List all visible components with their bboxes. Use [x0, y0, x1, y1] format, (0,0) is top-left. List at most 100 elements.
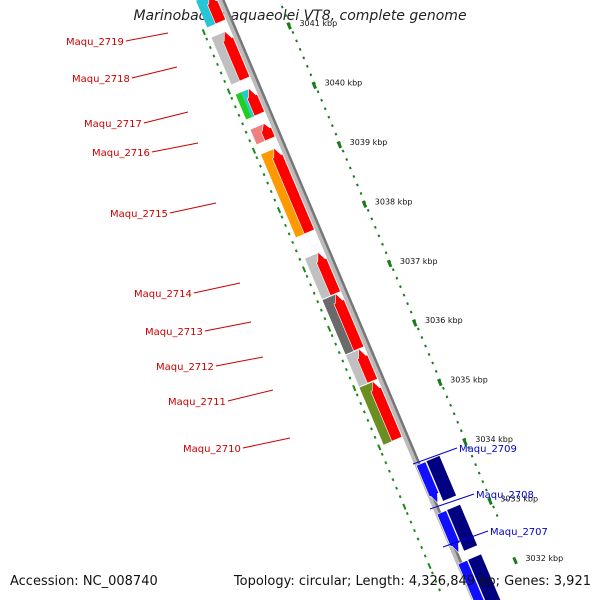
cds-track	[207, 0, 485, 600]
gene-label-reverse: Maqu_2718	[72, 74, 130, 85]
scale-dot	[406, 302, 409, 306]
genome-backbone	[217, 0, 478, 600]
label-leader-line	[227, 389, 274, 402]
kbp-tick-label: 3038 kbp	[375, 197, 413, 206]
gc-tick	[341, 359, 345, 363]
cds-arrow-reverse	[207, 0, 227, 25]
cds-arrow-reverse	[370, 380, 403, 442]
gc-tick	[223, 79, 227, 83]
gc-tick	[327, 325, 332, 332]
scale-dot	[409, 310, 413, 314]
cog-block-forward	[447, 504, 478, 551]
gene-label-reverse: Maqu_2711	[168, 397, 226, 408]
scale-dot	[477, 471, 481, 475]
gc-tick	[280, 215, 284, 219]
scale-dot	[452, 412, 456, 416]
scale-dot	[474, 463, 478, 467]
gc-tick	[387, 469, 391, 473]
label-leader-line	[242, 437, 291, 449]
gc-tick	[334, 342, 338, 346]
gc-tick	[370, 427, 373, 431]
gc-tick	[373, 435, 377, 439]
gc-tick	[276, 206, 282, 214]
kbp-scale: 3041 kbp 3040 kbp 3039 kbp 3038 kbp 3037 kbp…	[278, 0, 563, 565]
gc-tick	[348, 376, 352, 380]
gene-label-reverse: Maqu_2717	[84, 119, 142, 130]
gc-tick	[205, 37, 209, 41]
gc-tick	[359, 401, 363, 406]
label-leader-line	[151, 142, 199, 153]
label-leader-line	[131, 66, 178, 79]
gc-tick	[230, 96, 234, 100]
scale-dot	[284, 14, 288, 17]
gene-label-forward: Maqu_2707	[490, 527, 548, 538]
gc-tick	[427, 562, 432, 570]
scale-dot	[427, 352, 431, 356]
scale-dot	[323, 107, 327, 111]
kbp-major-tick	[437, 378, 443, 387]
gc-tick	[219, 71, 223, 75]
scale-dot	[352, 175, 356, 178]
scale-dot	[481, 480, 485, 484]
kbp-major-tick	[411, 319, 418, 327]
gc-tick	[323, 317, 327, 321]
gc-tick	[438, 588, 441, 592]
kbp-major-tick	[512, 556, 518, 565]
scale-dot	[359, 191, 363, 195]
scale-dot	[484, 488, 488, 492]
kbp-tick-label: 3040 kbp	[325, 79, 363, 88]
label-leader-line	[429, 493, 475, 510]
scale-dot	[381, 242, 384, 246]
scale-dot	[391, 268, 395, 272]
kbp-tick-label: 3041 kbp	[299, 19, 337, 28]
scale-dot	[470, 454, 474, 458]
cds-arrow-forward	[436, 510, 461, 554]
scale-dot	[320, 98, 324, 102]
gc-tick	[409, 520, 413, 524]
gc-tick	[380, 452, 384, 456]
scale-dot	[459, 429, 463, 433]
kbp-major-tick	[386, 259, 393, 268]
gc-tick	[305, 274, 309, 278]
gc-tick	[420, 545, 424, 550]
gene-labels: Maqu_2719 Maqu_2718 Maqu_2717 Maqu_2716 Maqu…	[66, 32, 548, 548]
gc-tick	[405, 512, 409, 516]
gc-tick	[330, 334, 334, 338]
gc-tick	[248, 139, 252, 143]
kbp-major-tick	[487, 497, 493, 506]
scale-dot	[456, 420, 460, 424]
gc-tick	[212, 54, 216, 58]
kbp-tick-label: 3034 kbp	[475, 435, 513, 444]
label-leader-line	[143, 111, 189, 124]
scale-dot	[373, 225, 377, 229]
gc-tick	[262, 173, 266, 177]
gene-label-reverse: Maqu_2713	[145, 327, 203, 338]
gc-tick	[241, 122, 244, 126]
scale-dot	[298, 47, 302, 51]
scale-dot	[434, 369, 438, 373]
backbone-line-0	[217, 0, 477, 600]
cds-arrow-reverse	[260, 122, 276, 142]
scale-dot	[345, 158, 349, 162]
scale-dot	[384, 251, 388, 255]
kbp-tick-label: 3039 kbp	[350, 138, 388, 147]
scale-dot	[467, 446, 470, 450]
scale-dot	[295, 39, 298, 43]
scale-dot	[449, 403, 452, 407]
scale-dot	[495, 513, 499, 517]
gc-tick	[284, 223, 287, 228]
gc-tick	[294, 249, 298, 253]
gc-tick	[337, 350, 341, 355]
scale-dot	[395, 276, 399, 280]
scale-dot	[442, 386, 445, 390]
label-leader-line	[204, 321, 252, 332]
scale-dot	[316, 90, 320, 94]
gene-label-forward: Maqu_2709	[459, 444, 517, 455]
scale-dot	[341, 149, 345, 153]
gc-tick	[251, 147, 257, 154]
gc-tick	[216, 62, 219, 67]
gc-tick	[208, 45, 212, 50]
gc-tick	[316, 300, 320, 304]
gc-tick	[244, 130, 248, 134]
gc-tick	[233, 105, 237, 109]
